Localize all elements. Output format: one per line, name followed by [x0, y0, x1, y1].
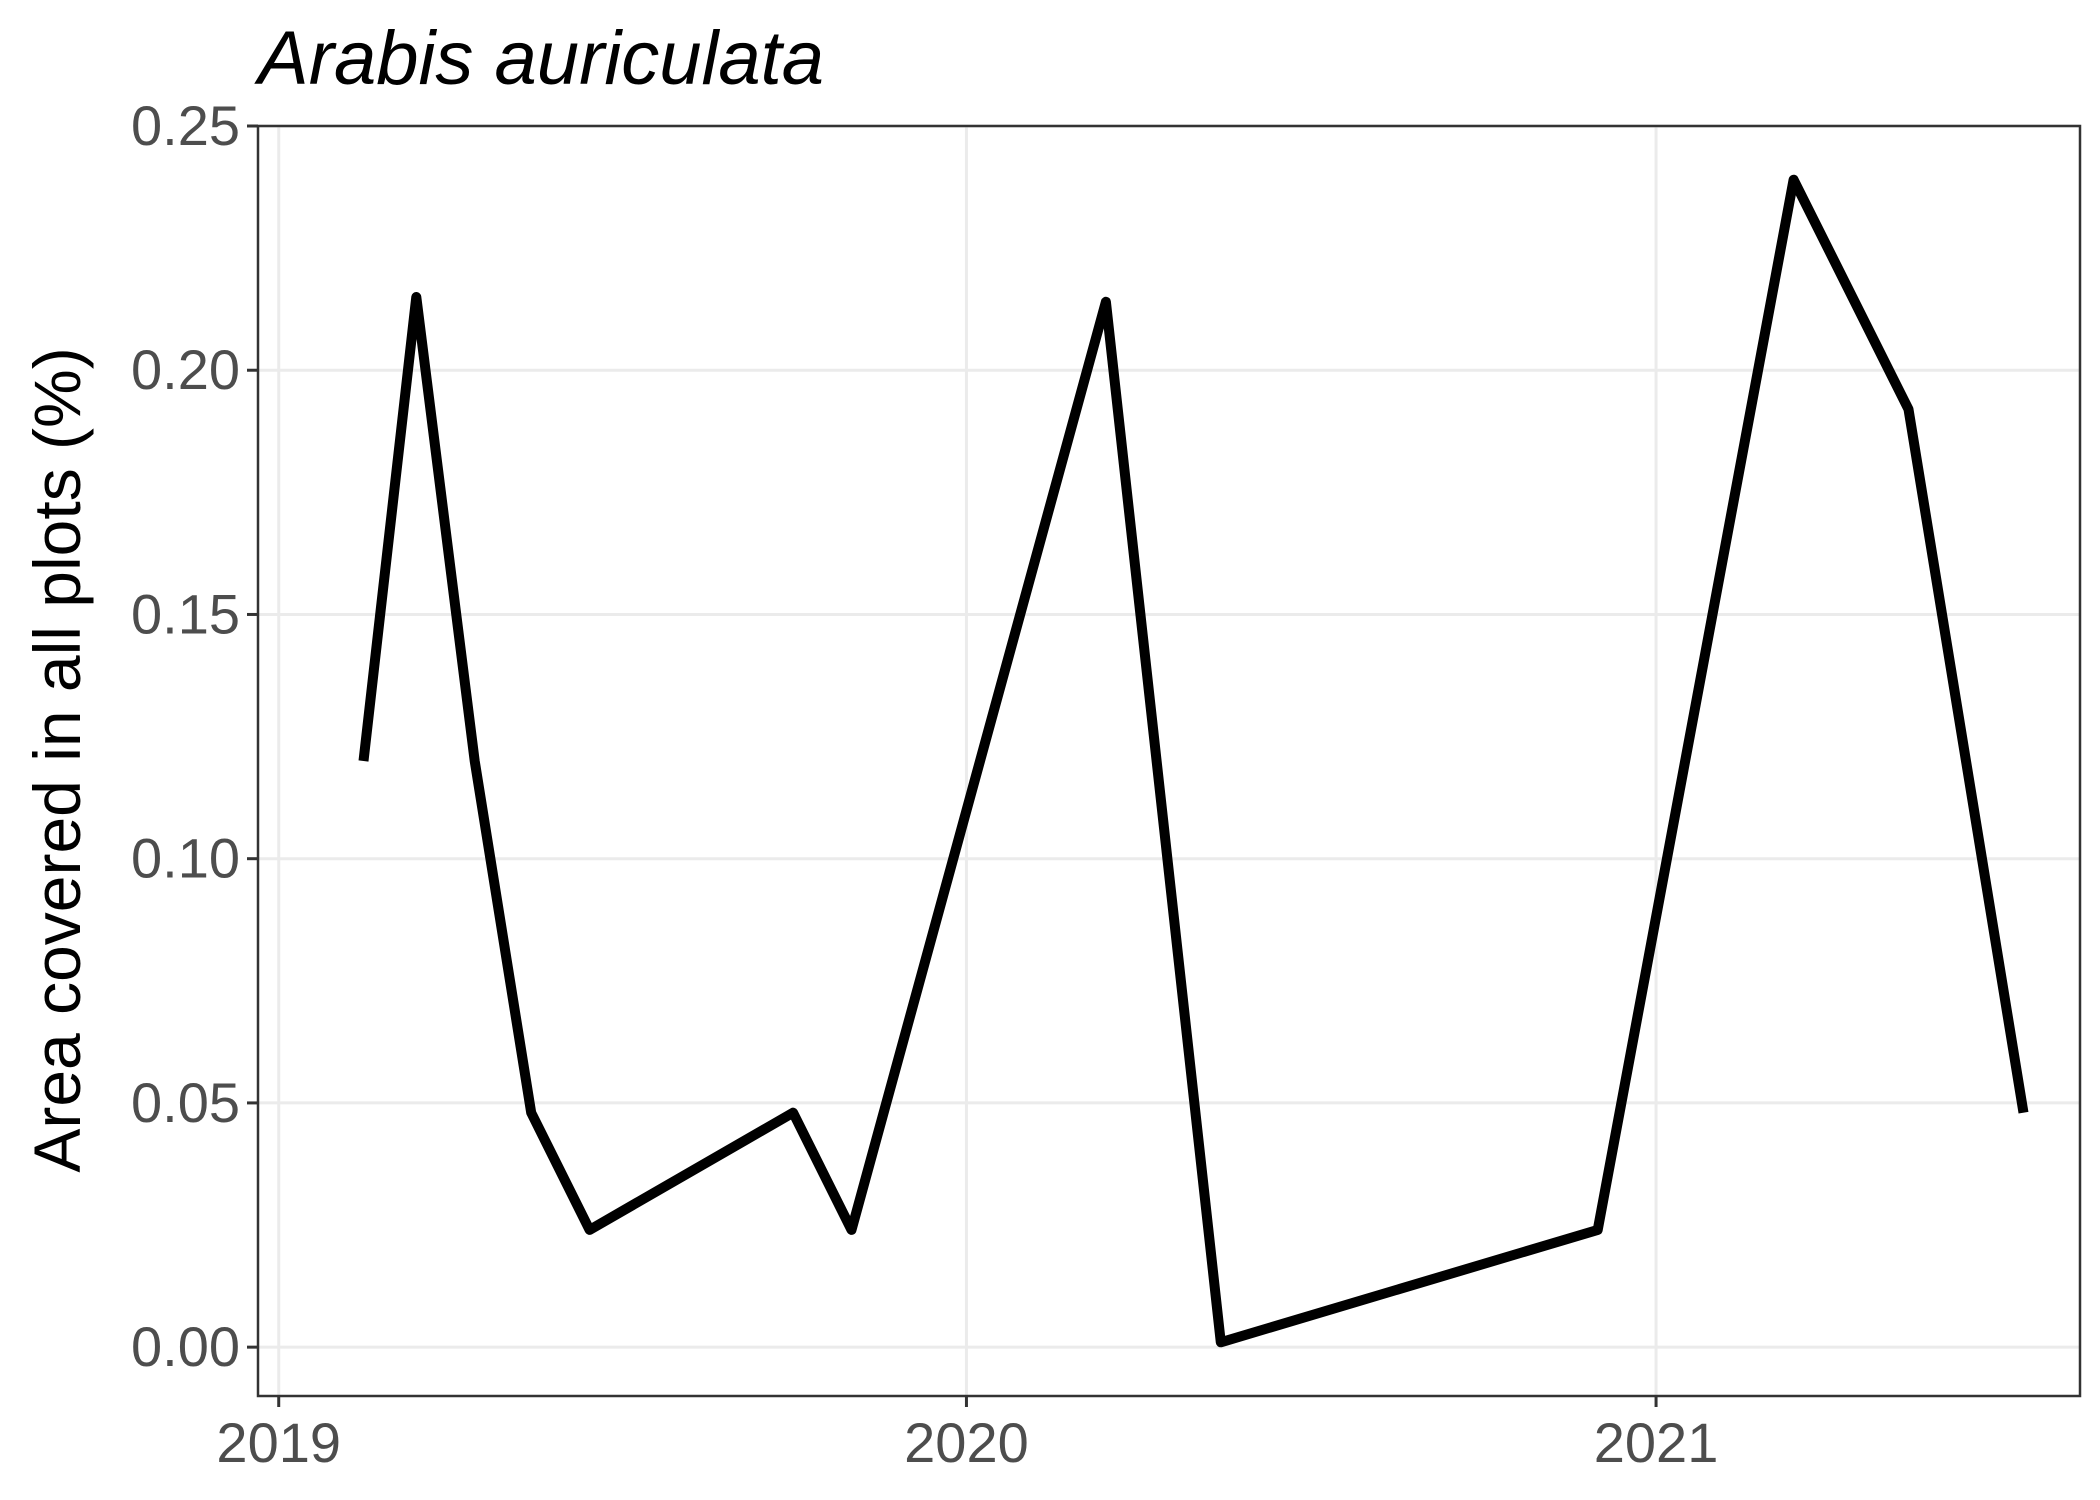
y-tick-label: 0.10: [131, 827, 240, 890]
y-tick-label: 0.05: [131, 1071, 240, 1134]
y-tick-label: 0.00: [131, 1315, 240, 1378]
y-tick-label: 0.25: [131, 94, 240, 157]
y-tick-label: 0.15: [131, 582, 240, 645]
series-layer: [358, 174, 2029, 1348]
x-tick-label: 2021: [1594, 1411, 1719, 1474]
y-tick-label: 0.20: [131, 338, 240, 401]
grid-lines: [258, 124, 2080, 1396]
y-axis-label: Area covered in all plots (%): [20, 347, 94, 1172]
x-tick-label: 2019: [216, 1411, 341, 1474]
chart-title: Arabis auriculata: [254, 16, 824, 101]
x-tick-label: 2020: [904, 1411, 1029, 1474]
axis-ticks: 0.00 0.05 0.10 0.15 0.20 0.25 2019 2020 2021: [131, 94, 1718, 1474]
series-line: [358, 174, 2029, 1348]
plot-panel-border: [256, 124, 2082, 1398]
